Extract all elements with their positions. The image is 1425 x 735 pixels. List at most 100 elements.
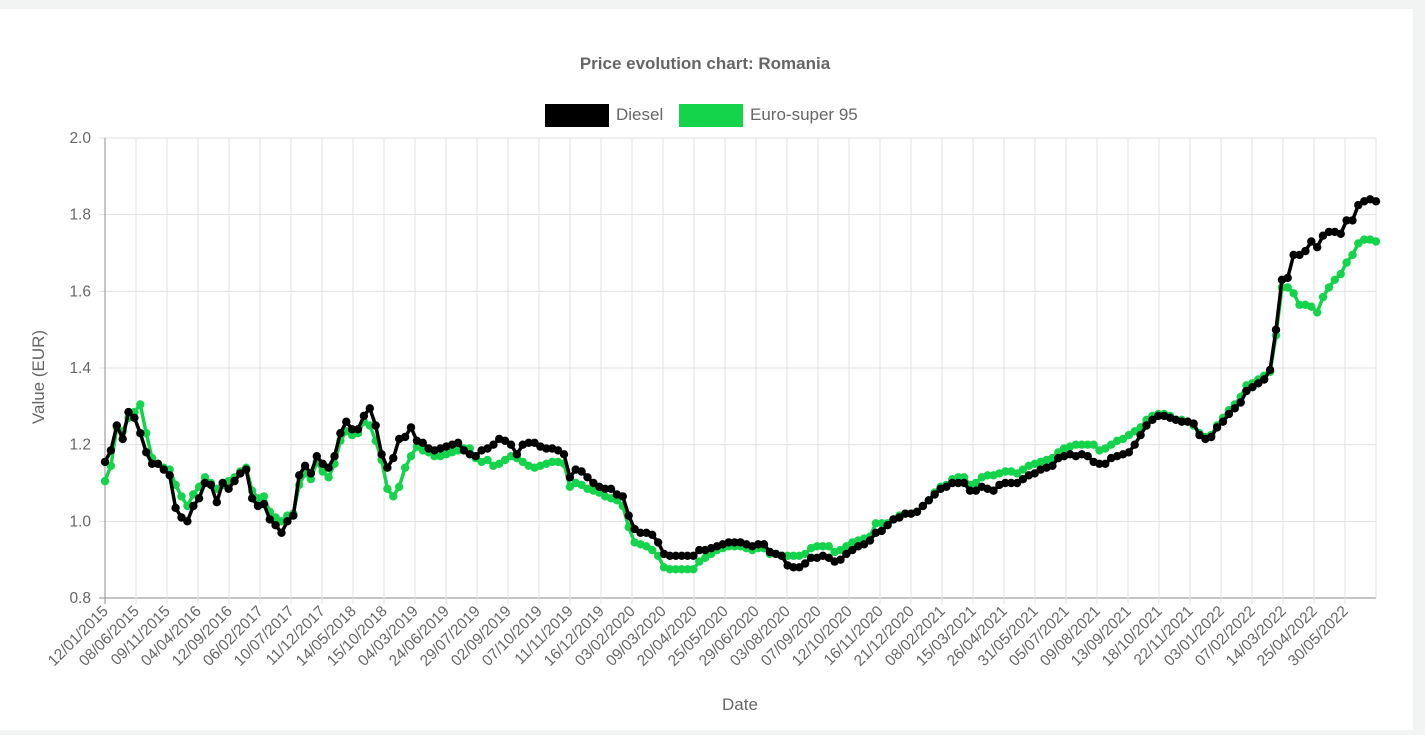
- data-point-diesel: [1148, 415, 1157, 424]
- data-point-euro-super-95: [1083, 440, 1092, 449]
- data-point-euro-super-95: [801, 549, 810, 559]
- data-point-diesel: [136, 429, 145, 438]
- data-point-euro-super-95: [689, 565, 698, 574]
- data-point-euro-super-95: [518, 457, 527, 467]
- data-point-diesel: [147, 459, 157, 468]
- legend-item-euro-super-95[interactable]: Euro-super 95: [679, 104, 858, 127]
- data-point-euro-super-95: [1107, 440, 1116, 449]
- data-point-diesel: [471, 452, 480, 461]
- data-point-diesel: [118, 434, 127, 444]
- data-point-euro-super-95: [1089, 440, 1098, 449]
- data-point-diesel: [1124, 448, 1134, 457]
- data-point-diesel: [1336, 229, 1345, 238]
- data-point-euro-super-95: [389, 492, 398, 501]
- data-point-diesel: [695, 545, 704, 555]
- data-point-diesel: [1101, 459, 1110, 468]
- data-point-euro-super-95: [1283, 283, 1292, 292]
- data-point-diesel: [1224, 409, 1234, 419]
- data-point-diesel: [1307, 237, 1316, 246]
- series-layer: [100, 195, 1381, 574]
- data-point-diesel: [1271, 325, 1281, 334]
- data-point-diesel: [836, 555, 845, 564]
- data-point-euro-super-95: [383, 484, 392, 493]
- data-point-diesel: [212, 498, 221, 507]
- data-point-euro-super-95: [365, 421, 374, 430]
- data-point-diesel: [601, 484, 610, 493]
- data-point-diesel: [1007, 478, 1016, 488]
- data-point-euro-super-95: [665, 565, 675, 574]
- data-point-euro-super-95: [1295, 300, 1304, 309]
- data-point-diesel: [789, 563, 798, 572]
- data-point-diesel: [247, 494, 257, 503]
- data-point-euro-super-95: [1324, 283, 1334, 292]
- data-point-diesel: [624, 511, 633, 520]
- data-point-euro-super-95: [430, 452, 439, 461]
- y-tick-label: 1.8: [69, 207, 91, 224]
- data-point-diesel: [1018, 475, 1028, 484]
- data-point-diesel: [500, 436, 510, 445]
- data-point-diesel: [1001, 478, 1010, 488]
- data-point-diesel: [100, 457, 110, 467]
- data-point-diesel: [971, 486, 981, 495]
- data-point-diesel: [142, 448, 151, 457]
- data-point-diesel: [1207, 432, 1216, 442]
- data-point-diesel: [524, 438, 533, 447]
- data-point-diesel: [759, 540, 769, 549]
- data-point-euro-super-95: [983, 471, 992, 480]
- y-tick-label: 1.2: [69, 437, 91, 454]
- data-point-diesel: [648, 530, 657, 539]
- data-point-diesel: [1342, 216, 1351, 225]
- data-point-diesel: [1260, 375, 1269, 384]
- data-point-diesel: [577, 467, 586, 476]
- chart-card: Price evolution chart: Romania Diesel Eu…: [0, 9, 1413, 730]
- data-point-diesel: [383, 463, 392, 472]
- data-point-euro-super-95: [871, 519, 880, 528]
- data-point-diesel: [512, 450, 522, 459]
- data-point-euro-super-95: [818, 542, 828, 551]
- data-point-diesel: [336, 429, 345, 438]
- data-point-diesel: [265, 515, 274, 524]
- data-point-euro-super-95: [1001, 467, 1010, 476]
- data-point-diesel: [618, 492, 627, 501]
- y-axis-ticks: 0.8 1.0 1.2 1.4 1.6 1.8 2.0: [69, 130, 91, 607]
- data-point-euro-super-95: [106, 461, 116, 470]
- data-point-diesel: [130, 413, 139, 422]
- data-point-diesel: [489, 440, 498, 449]
- data-point-diesel: [636, 528, 645, 537]
- data-point-diesel: [189, 501, 198, 511]
- data-point-diesel: [230, 476, 239, 486]
- data-point-euro-super-95: [648, 545, 657, 555]
- data-point-diesel: [677, 551, 686, 560]
- legend-item-diesel[interactable]: Diesel: [545, 104, 663, 127]
- data-point-euro-super-95: [277, 517, 286, 526]
- data-point-diesel: [353, 425, 363, 434]
- data-point-euro-super-95: [548, 457, 557, 467]
- data-point-diesel: [1236, 398, 1245, 407]
- data-point-diesel: [1348, 216, 1357, 225]
- data-point-diesel: [553, 446, 563, 455]
- data-point-diesel: [406, 423, 416, 432]
- data-point-diesel: [1142, 421, 1151, 430]
- data-point-euro-super-95: [1348, 250, 1357, 260]
- series-line-euro-super-95: [103, 237, 1377, 572]
- data-point-euro-super-95: [1071, 440, 1081, 449]
- data-point-diesel: [1136, 430, 1145, 440]
- data-point-euro-super-95: [783, 551, 792, 560]
- data-point-diesel: [671, 551, 680, 560]
- data-point-diesel: [583, 473, 592, 482]
- data-point-euro-super-95: [1342, 258, 1351, 267]
- legend-label-diesel: Diesel: [616, 105, 663, 124]
- legend-swatch-euro-super-95: [679, 104, 743, 127]
- data-point-diesel: [295, 471, 304, 480]
- data-point-diesel: [1283, 273, 1292, 283]
- data-point-euro-super-95: [1318, 292, 1328, 302]
- data-point-diesel: [1154, 411, 1163, 421]
- data-point-diesel: [1189, 419, 1198, 428]
- data-point-diesel: [724, 538, 733, 547]
- series-euro-super-95: [100, 235, 1381, 574]
- data-point-diesel: [124, 407, 133, 417]
- data-point-diesel: [1313, 243, 1322, 252]
- legend: Diesel Euro-super 95: [545, 104, 858, 127]
- data-point-diesel: [306, 469, 316, 478]
- data-point-diesel: [330, 452, 339, 461]
